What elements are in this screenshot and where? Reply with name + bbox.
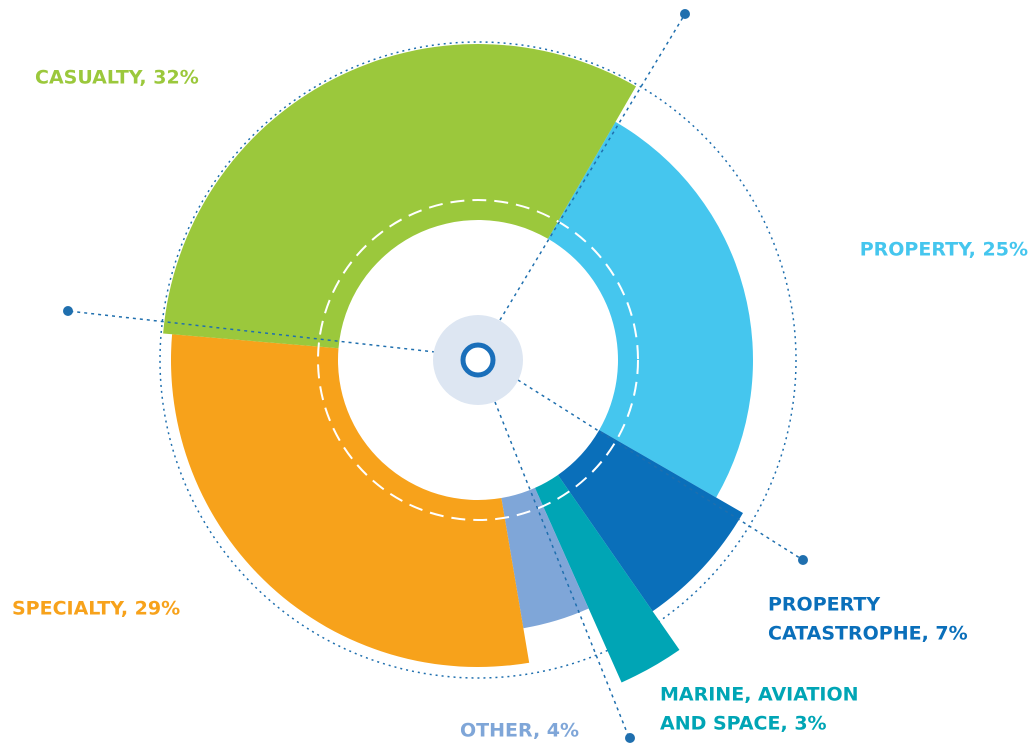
segment: [163, 43, 636, 349]
outer-ring: [159, 41, 797, 679]
segment-label: PROPERTY, 25%: [860, 239, 1028, 261]
segment: [171, 334, 530, 667]
dot: [680, 9, 690, 19]
segment-label: OTHER, 4%: [460, 720, 579, 742]
pointer: [67, 310, 436, 353]
pointers: [67, 13, 804, 741]
center-ring: [460, 342, 496, 378]
segment-label: CASUALTY, 32%: [35, 67, 199, 89]
segment: [501, 487, 589, 629]
dot: [798, 555, 808, 565]
pointer: [494, 401, 631, 741]
segment-label: SPECIALTY, 29%: [12, 598, 180, 620]
dot: [625, 733, 635, 743]
pointer-dots: [63, 9, 808, 743]
dashed-ring: [317, 199, 639, 521]
segment-label: MARINE, AVIATION: [660, 684, 859, 706]
segment: [534, 474, 680, 683]
segment: [548, 121, 753, 498]
segment-label: PROPERTY: [768, 594, 880, 616]
segments: [163, 43, 753, 683]
dot: [63, 306, 73, 316]
segment-label: CATASTROPHE, 7%: [768, 623, 968, 645]
segment: [557, 430, 744, 612]
pointer: [517, 379, 804, 561]
segment-label: AND SPACE, 3%: [660, 713, 827, 735]
